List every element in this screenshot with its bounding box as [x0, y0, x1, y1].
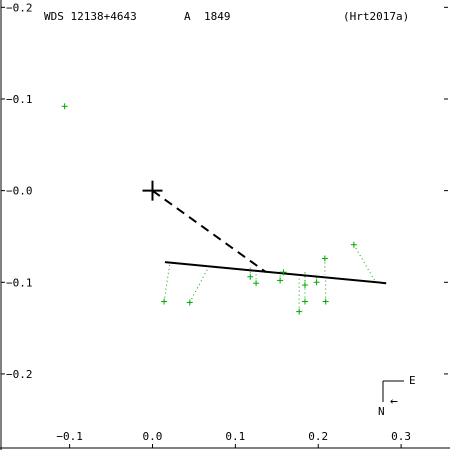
compass-east-label: E — [409, 374, 416, 387]
observation-point — [280, 269, 287, 276]
discoverer-code: A — [184, 10, 191, 23]
observation-point — [186, 299, 193, 306]
y-tick-label: −0.0 — [6, 185, 33, 198]
compass-north-label: N — [378, 405, 385, 418]
y-tick-label: −0.1 — [6, 93, 33, 106]
y-tick-label: −0.2 — [6, 368, 33, 381]
observation-point — [313, 279, 320, 286]
y-tick-label: −0.1 — [6, 276, 33, 289]
primary-star — [142, 180, 163, 201]
compass-direction-arrow: ← — [390, 394, 398, 409]
residual-line — [353, 244, 376, 281]
observation-point — [301, 282, 308, 289]
y-tick-label: −0.2 — [6, 1, 33, 14]
orbit-arc — [164, 261, 387, 285]
x-tick-label: 0.2 — [308, 430, 328, 443]
compass: E N ← — [378, 374, 416, 418]
x-tick-label: 0.1 — [225, 430, 245, 443]
periastron-line — [151, 189, 267, 274]
wds-id: WDS 12138+4643 — [44, 10, 137, 23]
pair-number: 1849 — [204, 10, 231, 23]
reference-code: (Hrt2017a) — [343, 10, 409, 23]
x-tick-label: 0.3 — [391, 430, 411, 443]
observation-point — [350, 241, 357, 248]
observation-point — [296, 308, 303, 315]
observation-point — [301, 298, 308, 305]
observation-point — [247, 273, 254, 280]
observation-point — [161, 298, 168, 305]
x-tick-label: −0.1 — [56, 430, 83, 443]
observation-point — [322, 298, 329, 305]
residual-line — [163, 262, 171, 302]
x-tick-label: 0.0 — [143, 430, 163, 443]
observation-points — [61, 103, 357, 315]
observation-point — [61, 103, 68, 110]
observation-point — [277, 277, 284, 284]
orbit-lines — [151, 189, 387, 285]
observation-point — [253, 280, 260, 287]
observation-point — [321, 255, 328, 262]
